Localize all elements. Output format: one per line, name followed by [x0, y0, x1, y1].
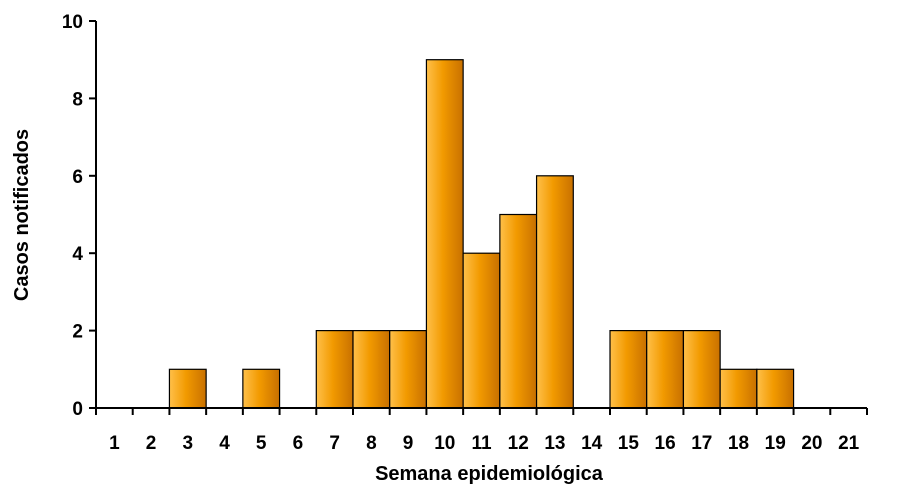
- bar-week-7: [315, 330, 354, 409]
- x-ticks-layer: 1 2 3 4 5 6 7 8 9 10 11 12 13 14 15 16 17 18 19 20 21: [95, 408, 868, 454]
- x-tick-label: 4: [219, 433, 230, 454]
- bar-week-15: [609, 330, 648, 409]
- y-tick-label: 8: [72, 89, 83, 110]
- x-tick-label: 14: [581, 433, 603, 454]
- bar-week-8: [352, 330, 391, 409]
- bar-week-3: [168, 368, 207, 409]
- bar-week-5: [242, 368, 281, 409]
- x-tick-label: 19: [765, 433, 786, 454]
- x-tick-label: 20: [801, 433, 822, 454]
- x-tick-label: 10: [434, 433, 455, 454]
- x-tick-label: 13: [544, 433, 565, 454]
- x-tick-label: 1: [109, 433, 120, 454]
- bar-week-13: [535, 175, 574, 409]
- x-axis-title: Semana epidemiológica: [375, 463, 604, 485]
- bar-week-17: [682, 330, 721, 409]
- x-tick-label: 7: [329, 433, 340, 454]
- y-tick-label: 6: [72, 167, 83, 188]
- bar-week-19: [756, 368, 795, 409]
- x-tick-label: 3: [182, 433, 193, 454]
- y-tick-label: 4: [72, 244, 83, 265]
- x-tick-label: 12: [508, 433, 529, 454]
- x-tick-label: 8: [366, 433, 377, 454]
- x-tick-label: 17: [691, 433, 712, 454]
- x-tick-label: 11: [471, 433, 492, 454]
- bar-week-11: [462, 252, 501, 409]
- x-tick-label: 2: [146, 433, 157, 454]
- x-tick-label: 16: [655, 433, 676, 454]
- bar-week-12: [499, 213, 538, 409]
- bar-week-10: [425, 59, 464, 409]
- x-tick-label: 18: [728, 433, 749, 454]
- x-tick-label: 15: [618, 433, 640, 454]
- bar-week-18: [719, 368, 758, 409]
- y-axis-title: Casos notificados: [11, 129, 33, 301]
- y-ticks-layer: 0 2 4 6 8 10: [62, 12, 96, 420]
- y-tick-label: 10: [62, 12, 83, 33]
- x-tick-label: 9: [403, 433, 414, 454]
- x-tick-label: 5: [256, 433, 267, 454]
- x-tick-label: 21: [838, 433, 860, 454]
- bar-week-9: [389, 330, 428, 409]
- x-tick-label: 6: [293, 433, 304, 454]
- bars-layer: [168, 59, 795, 409]
- bar-week-16: [646, 330, 685, 409]
- y-tick-label: 0: [72, 399, 83, 420]
- y-tick-label: 2: [72, 322, 83, 343]
